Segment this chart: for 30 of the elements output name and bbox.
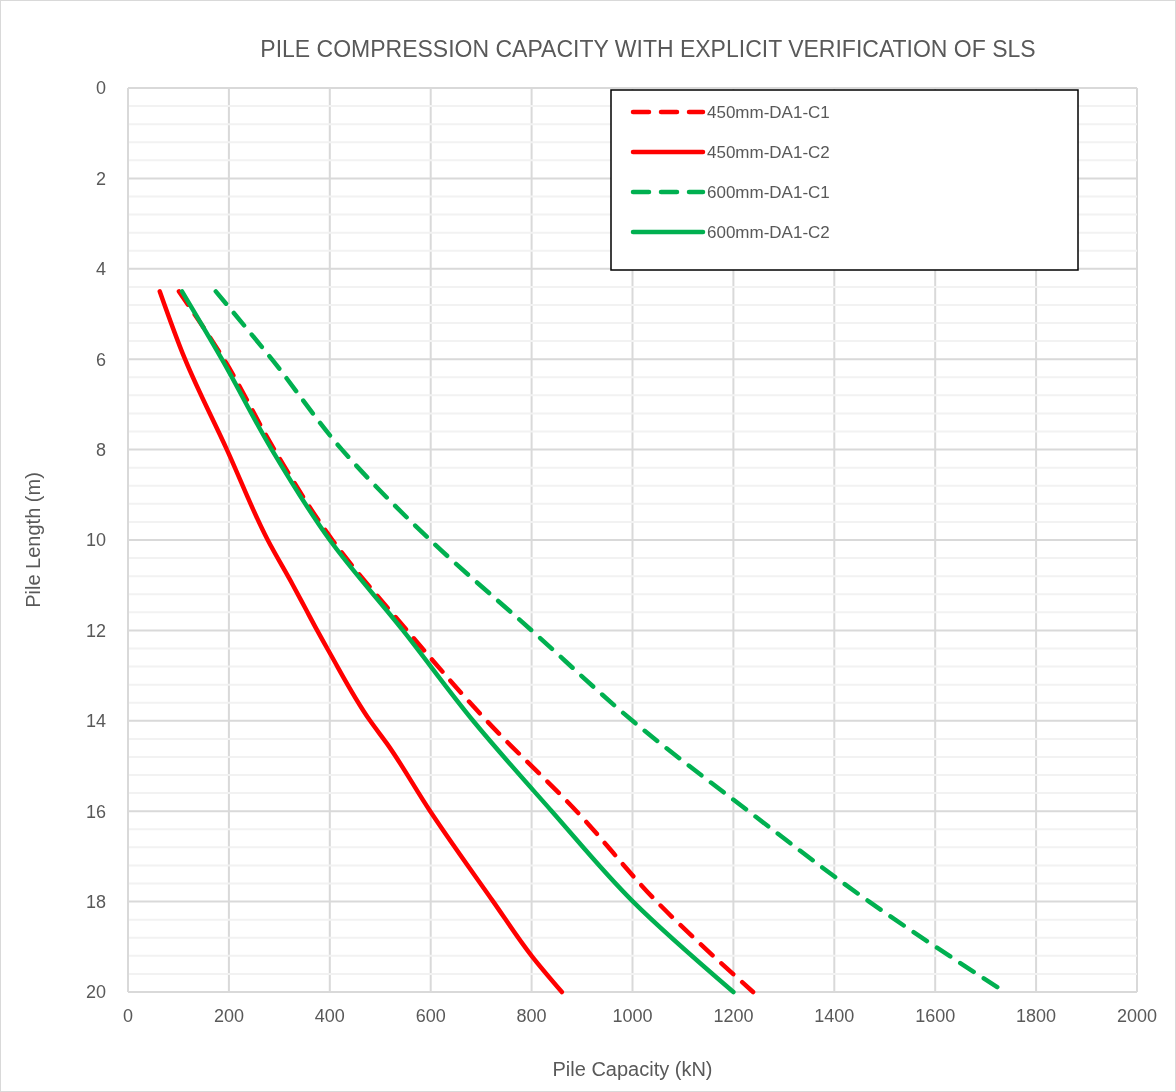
x-tick-label: 1200 (713, 1006, 754, 1026)
y-tick-label: 12 (85, 620, 106, 641)
line-series (157, 289, 565, 995)
x-tick-label: 0 (122, 1006, 134, 1026)
x-tick-label: 1600 (915, 1006, 956, 1026)
y-tick-label: 20 (85, 982, 106, 1003)
y-tick-label: 0 (95, 78, 106, 99)
chart-title: PILE COMPRESSION CAPACITY WITH EXPLICIT VERIFICATION OF SLS (260, 36, 1036, 62)
legend-label: 600mm-DA1-C2 (707, 222, 830, 242)
x-tick-label: 2000 (1116, 1006, 1158, 1026)
y-tick-label: 18 (85, 891, 106, 912)
x-tick-label: 400 (314, 1006, 345, 1026)
y-tick-label: 8 (95, 439, 106, 460)
x-tick-label: 1800 (1016, 1006, 1057, 1026)
legend-label: 450mm-DA1-C2 (707, 142, 830, 162)
legend-label: 600mm-DA1-C1 (707, 182, 830, 202)
y-tick-label: 4 (95, 259, 106, 280)
x-tick-label: 600 (415, 1006, 446, 1026)
y-tick-label: 10 (85, 530, 106, 551)
x-axis-title: Pile Capacity (kN) (552, 1058, 713, 1080)
y-tick-label: 2 (95, 168, 106, 189)
legend-label: 450mm-DA1-C1 (707, 102, 830, 122)
x-tick-label: 800 (516, 1006, 547, 1026)
y-tick-label: 16 (85, 801, 106, 822)
x-tick-label: 200 (213, 1006, 244, 1026)
x-tick-label: 1000 (612, 1006, 653, 1026)
x-tick-label: 1400 (814, 1006, 855, 1026)
y-axis-title: Pile Length (m) (22, 472, 44, 608)
y-tick-label: 6 (95, 349, 106, 370)
y-tick-label: 14 (85, 711, 106, 732)
